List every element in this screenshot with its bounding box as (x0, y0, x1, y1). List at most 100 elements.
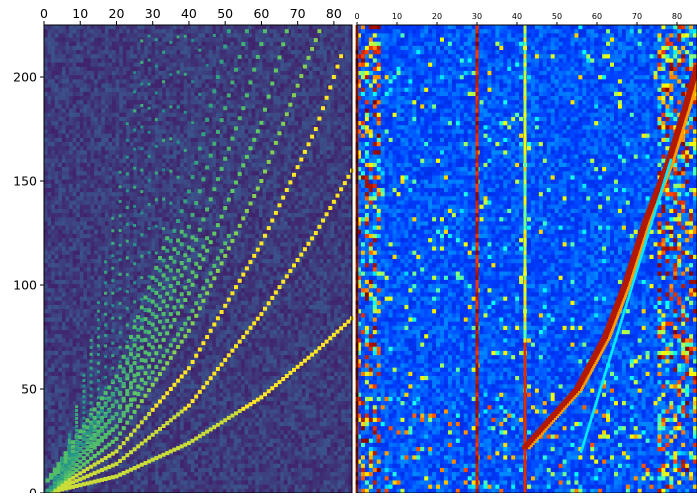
vline-cell (476, 117, 479, 122)
curve-point (180, 444, 184, 448)
curve-point (187, 441, 191, 445)
curve-point (223, 106, 227, 110)
curve-point (162, 338, 166, 342)
curve-point (151, 312, 155, 316)
curve-point (104, 435, 108, 439)
fan-point (68, 444, 71, 447)
right-x-tick-label: 30 (472, 12, 482, 21)
vline-cell (476, 301, 479, 306)
curve-point (198, 294, 202, 298)
curve-point (176, 281, 180, 285)
curve-point (314, 127, 318, 131)
curve-point (187, 246, 191, 250)
vline-cell (524, 330, 527, 335)
curve-point (133, 338, 137, 342)
fan-point (126, 189, 129, 192)
curve-point (281, 280, 285, 284)
curve-point (82, 449, 86, 453)
curve-point (216, 269, 220, 273)
vline-cell (524, 180, 527, 185)
fan-point (155, 198, 158, 201)
curve-point (198, 147, 202, 151)
vline-cell (476, 343, 479, 348)
curve-point (169, 343, 173, 347)
curve-point (71, 453, 75, 457)
fan-point (104, 344, 107, 347)
curve-point (147, 321, 151, 325)
curve-point (191, 235, 195, 239)
vline-cell (476, 175, 479, 180)
curve-point (256, 187, 260, 191)
curve-point (133, 379, 137, 383)
curve-point (144, 350, 148, 354)
fan-point (119, 171, 122, 174)
vline-cell (476, 125, 479, 130)
vline-cell (476, 255, 479, 260)
vline-cell (476, 297, 479, 302)
fan-point (90, 422, 93, 425)
curve-point (332, 333, 336, 337)
vline-cell (476, 180, 479, 185)
vline-cell (524, 196, 527, 201)
fan-point (68, 462, 71, 465)
curve-point (256, 398, 260, 402)
fan-point (111, 367, 114, 370)
fan-point (104, 302, 107, 305)
curve-point (220, 421, 224, 425)
curve-point (194, 301, 198, 305)
curve-point (227, 234, 231, 238)
vline-cell (524, 54, 527, 59)
vline-cell (476, 372, 479, 377)
vline-cell (476, 84, 479, 89)
curve-point (183, 253, 187, 257)
curve-point (328, 336, 332, 340)
vline-cell (524, 455, 527, 460)
curve-point (96, 424, 100, 428)
curve-point (100, 458, 104, 462)
vline-cell (476, 389, 479, 394)
vline-cell (476, 313, 479, 318)
fan-point (82, 422, 85, 425)
vline-cell (524, 175, 527, 180)
fan-point (104, 281, 107, 284)
curve-point (172, 318, 176, 322)
curve-point (64, 451, 68, 455)
fan-point (140, 39, 143, 42)
curve-point (89, 457, 93, 461)
curve-point (125, 421, 129, 425)
curve-point (151, 408, 155, 412)
vline-cell (524, 75, 527, 80)
curve-point (89, 449, 93, 453)
curve-point (154, 430, 158, 434)
vline-cell (476, 159, 479, 164)
fan-point (140, 147, 143, 150)
vline-cell (524, 67, 527, 72)
vline-cell (476, 167, 479, 172)
curve-point (201, 299, 205, 303)
fan-point (133, 90, 136, 93)
curve-point (180, 327, 184, 331)
curve-point (93, 416, 97, 420)
curve-point (78, 429, 82, 433)
vline-cell (524, 426, 527, 431)
vline-cell (476, 422, 479, 427)
curve-point (158, 454, 162, 458)
fan-point (119, 185, 122, 188)
curve-point (89, 473, 93, 477)
curve-point (252, 321, 256, 325)
curve-point (209, 104, 213, 108)
fan-point (90, 360, 93, 363)
curve-point (180, 292, 184, 296)
curve-point (191, 439, 195, 443)
curve-point (136, 347, 140, 351)
curve-point (234, 126, 238, 130)
vline-cell (476, 188, 479, 193)
curve-point (241, 216, 245, 220)
vline-cell (524, 167, 527, 172)
curve-point (140, 338, 144, 342)
curve-point (191, 175, 195, 179)
curve-point (176, 219, 180, 223)
curve-point (158, 320, 162, 324)
curve-point (288, 269, 292, 273)
